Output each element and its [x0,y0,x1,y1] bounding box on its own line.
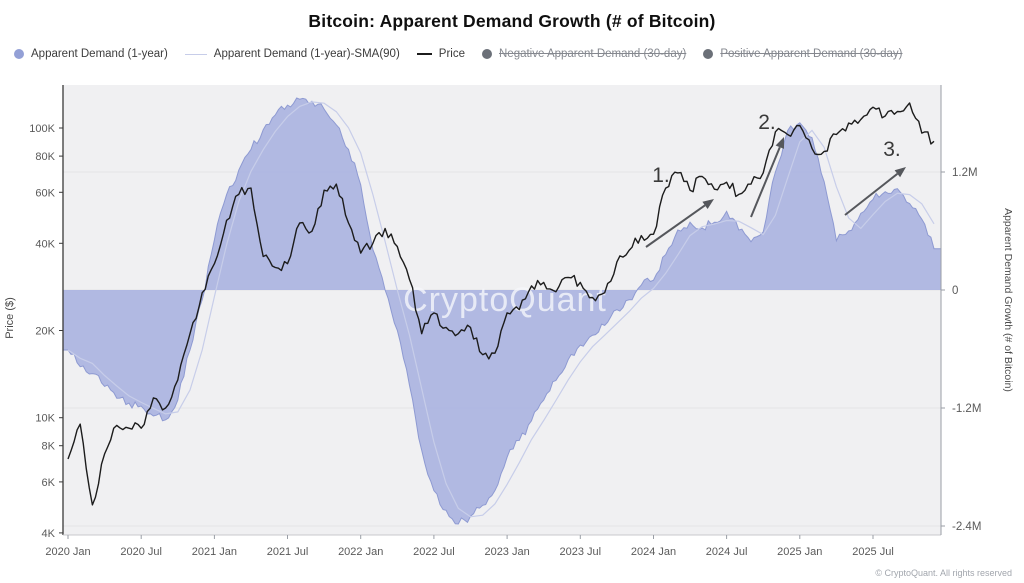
right-axis-tick-label: 0 [952,285,958,297]
copyright-footer: © CryptoQuant. All rights reserved [875,568,1012,578]
sma-series-marker-icon [184,53,207,55]
left-axis-tick-label: 10K [35,413,55,425]
annotation-label-1: 1. [652,164,670,187]
right-axis-title: Apparent Demand Growth (# of Bitcoin) [1002,208,1014,392]
left-axis-tick-label: 8K [42,441,56,453]
left-axis-tick-label: 6K [42,477,56,489]
positive-demand-marker-icon [703,49,714,59]
left-axis-tick-label: 100K [29,123,55,135]
legend-label: Negative Apparent Demand (30-day) [499,48,687,60]
annotation-arrowhead [775,137,784,149]
annotation-arrow [750,146,781,218]
legend-label: Apparent Demand (1-year)-SMA(90) [213,48,400,60]
x-axis-tick-label: 2025 Jul [852,546,894,558]
right-axis-tick-label: -2.4M [952,521,981,533]
sma-line [67,101,935,518]
x-axis-tick-label: 2022 Jan [338,546,383,558]
price-line [67,102,935,506]
annotation-arrowhead [702,199,714,209]
x-axis-tick-label: 2023 Jul [560,546,602,558]
legend: Apparent Demand (1-year) Apparent Demand… [14,48,903,60]
legend-item-sma[interactable]: Apparent Demand (1-year)-SMA(90) [184,48,400,60]
legend-item-positive-demand[interactable]: Positive Apparent Demand (30-day) [703,48,903,60]
annotation-label-3: 3. [883,138,901,161]
x-axis-tick-label: 2025 Jan [777,546,822,558]
x-axis-tick-label: 2022 Jul [413,546,455,558]
x-axis-tick-label: 2020 Jan [45,546,90,558]
annotation-label-2: 2. [758,111,776,134]
x-axis-tick-label: 2020 Jul [120,546,162,558]
demand-area [63,98,941,524]
demand-area-edge [63,97,941,525]
price-series-marker-icon [416,53,432,55]
x-axis-tick-label: 2024 Jan [631,546,676,558]
x-axis-tick-label: 2021 Jan [192,546,237,558]
right-axis-tick-label: -1.2M [952,403,981,415]
annotation-arrow [844,173,899,216]
legend-label: Positive Apparent Demand (30-day) [720,48,903,60]
legend-item-apparent-demand[interactable]: Apparent Demand (1-year) [14,48,168,60]
left-axis-tick-label: 60K [35,187,55,199]
x-axis-tick-label: 2021 Jul [267,546,309,558]
area-series-marker-icon [14,49,24,59]
legend-item-negative-demand[interactable]: Negative Apparent Demand (30-day) [482,48,686,60]
left-axis-tick-label: 80K [35,151,55,163]
legend-label: Price [438,48,465,60]
left-axis-tick-label: 40K [35,238,55,250]
left-axis-tick-label: 20K [35,326,55,338]
x-axis-tick-label: 2024 Jul [706,546,748,558]
page-title: Bitcoin: Apparent Demand Growth (# of Bi… [308,11,716,31]
negative-demand-marker-icon [482,49,492,59]
legend-label: Apparent Demand (1-year) [31,48,168,60]
left-axis-tick-label: 4K [42,528,56,540]
left-axis-title: Price ($) [4,297,16,339]
annotation-arrow [645,204,706,248]
legend-item-price[interactable]: Price [416,48,465,60]
watermark-text: CryptoQuant [403,281,607,319]
right-axis-tick-label: 1.2M [952,167,978,179]
annotation-arrowhead [894,167,906,178]
x-axis-tick-label: 2023 Jan [484,546,529,558]
